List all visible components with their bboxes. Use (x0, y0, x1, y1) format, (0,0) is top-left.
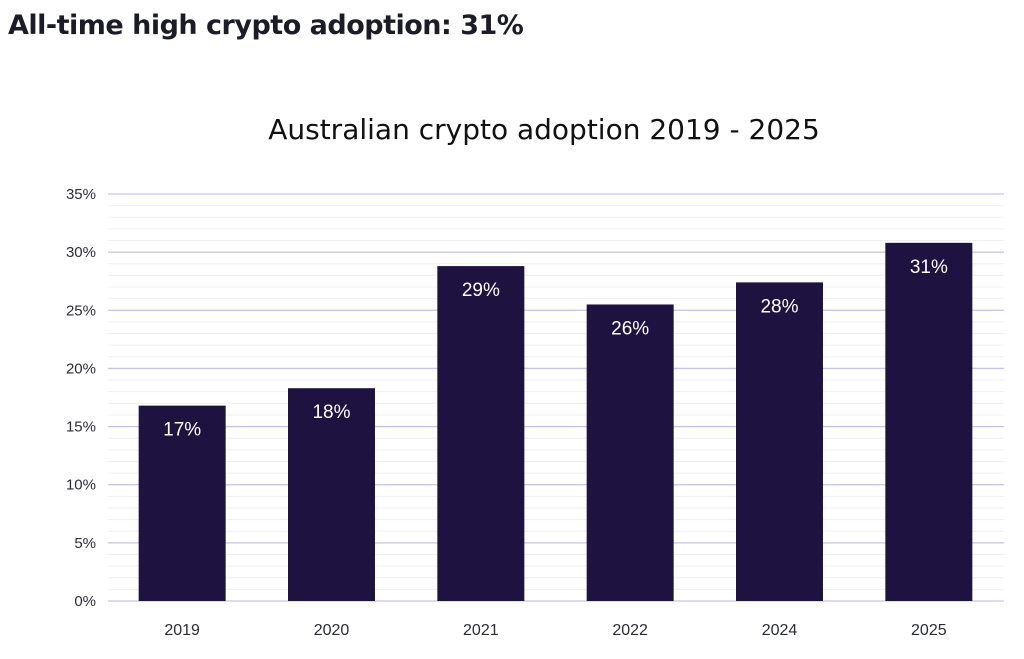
x-tick-label: 2021 (463, 622, 499, 639)
y-tick-label: 0% (74, 593, 96, 610)
data-label: 29% (462, 280, 500, 301)
data-label: 31% (910, 257, 948, 278)
y-tick-label: 15% (66, 419, 96, 436)
bar (437, 266, 525, 601)
x-tick-label: 2020 (314, 622, 350, 639)
bar (736, 282, 823, 601)
y-tick-label: 10% (66, 477, 96, 494)
chart-title: Australian crypto adoption 2019 - 2025 (268, 113, 820, 146)
bar (885, 242, 973, 601)
bar (288, 388, 375, 601)
headline: All-time high crypto adoption: 31% (8, 10, 524, 41)
data-label: 26% (611, 318, 649, 339)
data-label: 18% (312, 402, 350, 423)
y-tick-label: 20% (66, 360, 96, 377)
data-label: 28% (760, 296, 798, 317)
x-tick-label: 2019 (164, 622, 200, 639)
x-tick-label: 2024 (762, 622, 798, 639)
y-tick-label: 30% (66, 244, 96, 261)
bar (138, 405, 226, 601)
bar (586, 304, 674, 601)
y-tick-label: 25% (66, 302, 96, 319)
x-tick-label: 2022 (612, 622, 648, 639)
y-tick-label: 35% (66, 186, 96, 203)
x-tick-label: 2025 (911, 622, 947, 639)
y-tick-label: 5% (74, 535, 96, 552)
data-label: 17% (163, 420, 201, 441)
